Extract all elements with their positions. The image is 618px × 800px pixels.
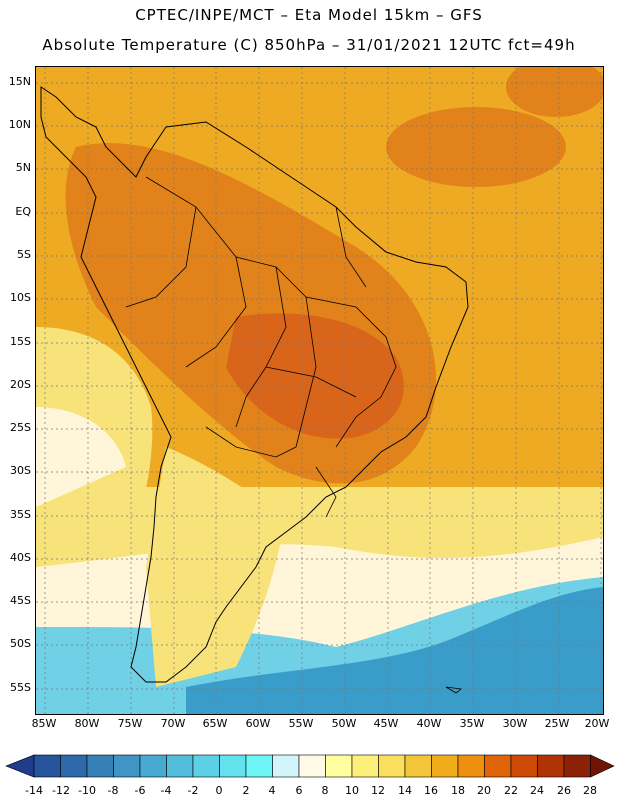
colorbar-swatch bbox=[378, 754, 406, 778]
lon-label-50w: 50W bbox=[331, 717, 357, 730]
colorbar-label: -2 bbox=[187, 784, 199, 797]
colorbar-swatch bbox=[484, 754, 512, 778]
lat-label-20s: 20S bbox=[10, 378, 31, 391]
lon-label-20w: 20W bbox=[584, 717, 610, 730]
colorbar-label: -6 bbox=[134, 784, 146, 797]
lat-label-30s: 30S bbox=[10, 464, 31, 477]
colorbar-swatch bbox=[351, 754, 379, 778]
colorbar-swatch bbox=[272, 754, 300, 778]
colorbar-swatch bbox=[404, 754, 432, 778]
lon-label-75w: 75W bbox=[117, 717, 143, 730]
temperature-field bbox=[36, 67, 603, 714]
colorbar-label: -12 bbox=[52, 784, 70, 797]
colorbar-label: -8 bbox=[107, 784, 119, 797]
lat-label-10s: 10S bbox=[10, 291, 31, 304]
colorbar-label: -4 bbox=[160, 784, 172, 797]
colorbar-label: 18 bbox=[451, 784, 465, 797]
continent-hot-core bbox=[226, 313, 404, 439]
lat-label-5s: 5S bbox=[17, 248, 31, 261]
colorbar-max-arrow bbox=[590, 754, 615, 778]
lat-label-15s: 15S bbox=[10, 335, 31, 348]
lat-label-50s: 50S bbox=[10, 637, 31, 650]
lon-label-25w: 25W bbox=[544, 717, 570, 730]
lat-label-5n: 5N bbox=[15, 161, 31, 174]
colorbar-label: 24 bbox=[530, 784, 544, 797]
lon-label-60w: 60W bbox=[245, 717, 271, 730]
colorbar-swatch bbox=[113, 754, 141, 778]
pacific-pale bbox=[36, 407, 126, 507]
colorbar-swatch bbox=[510, 754, 538, 778]
lat-label-35s: 35S bbox=[10, 508, 31, 521]
lon-label-70w: 70W bbox=[160, 717, 186, 730]
lon-label-80w: 80W bbox=[74, 717, 100, 730]
lat-label-40s: 40S bbox=[10, 551, 31, 564]
colorbar-label: 6 bbox=[295, 784, 303, 797]
falklands bbox=[445, 686, 462, 694]
lon-label-55w: 55W bbox=[288, 717, 314, 730]
colorbar-label: 12 bbox=[371, 784, 385, 797]
colorbar-swatch bbox=[86, 754, 114, 778]
colorbar-label: 10 bbox=[345, 784, 359, 797]
colorbar-label: 16 bbox=[424, 784, 438, 797]
colorbar-label: 28 bbox=[583, 784, 597, 797]
lat-label-45s: 45S bbox=[10, 594, 31, 607]
colorbar-swatch bbox=[139, 754, 167, 778]
lat-label-55s: 55S bbox=[10, 681, 31, 694]
southern-cold-ocean bbox=[186, 587, 603, 714]
colorbar-min-arrow bbox=[5, 754, 35, 778]
colorbar-swatch bbox=[563, 754, 591, 778]
colorbar-swatch bbox=[537, 754, 565, 778]
color-scale-bar bbox=[5, 754, 615, 778]
lon-label-35w: 35W bbox=[459, 717, 485, 730]
colorbar-swatch bbox=[219, 754, 247, 778]
colorbar-swatch bbox=[325, 754, 353, 778]
country-borders bbox=[125, 176, 397, 518]
colorbar-label: -14 bbox=[25, 784, 43, 797]
north-atlantic-patch bbox=[386, 107, 566, 187]
colorbar-label: 22 bbox=[504, 784, 518, 797]
colorbar-swatch bbox=[166, 754, 194, 778]
caribbean-patch bbox=[506, 67, 603, 117]
colorbar-swatch bbox=[192, 754, 220, 778]
temperature-map bbox=[35, 66, 604, 715]
lat-label-25s: 25S bbox=[10, 421, 31, 434]
lat-label-eq: EQ bbox=[15, 205, 31, 218]
lon-label-40w: 40W bbox=[416, 717, 442, 730]
colorbar-label: 4 bbox=[268, 784, 276, 797]
colorbar-swatch bbox=[60, 754, 88, 778]
lat-label-10n: 10N bbox=[8, 118, 31, 131]
colorbar-label: -10 bbox=[78, 784, 96, 797]
colorbar-swatch bbox=[245, 754, 273, 778]
colorbar-swatch bbox=[33, 754, 61, 778]
colorbar-swatch bbox=[431, 754, 459, 778]
colorbar-label: 8 bbox=[321, 784, 329, 797]
south-america-coastline bbox=[40, 86, 469, 683]
colorbar-label: 0 bbox=[215, 784, 223, 797]
colorbar-label: 14 bbox=[398, 784, 412, 797]
colorbar-swatch bbox=[298, 754, 326, 778]
lon-label-85w: 85W bbox=[31, 717, 57, 730]
lon-label-65w: 65W bbox=[202, 717, 228, 730]
colorbar-label: 26 bbox=[557, 784, 571, 797]
colorbar-swatch bbox=[457, 754, 485, 778]
lon-label-30w: 30W bbox=[502, 717, 528, 730]
map-title: CPTEC/INPE/MCT – Eta Model 15km – GFS bbox=[135, 6, 483, 24]
colorbar-label: 2 bbox=[242, 784, 250, 797]
map-subtitle: Absolute Temperature (C) 850hPa – 31/01/… bbox=[42, 36, 576, 54]
lat-label-15n: 15N bbox=[8, 75, 31, 88]
lon-label-45w: 45W bbox=[373, 717, 399, 730]
colorbar-label: 20 bbox=[477, 784, 491, 797]
